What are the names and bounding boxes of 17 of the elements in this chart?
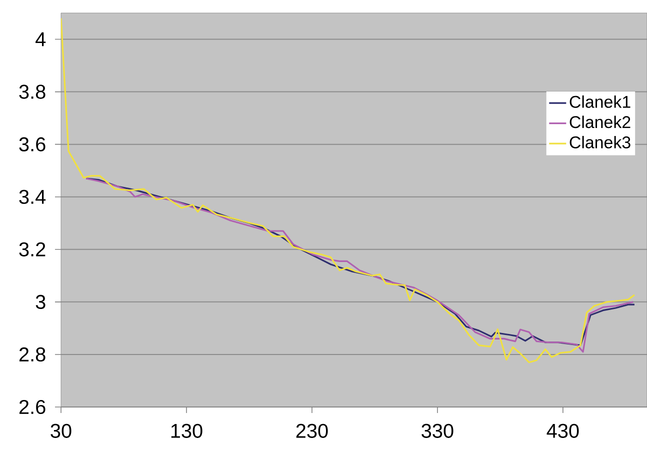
legend-label: Clanek3	[570, 136, 630, 148]
x-tick-label: 130	[171, 424, 202, 438]
y-tick-label: 3	[36, 294, 46, 309]
y-tick-label: 2.8	[19, 347, 46, 362]
y-tick-label: 3.4	[19, 190, 46, 204]
x-tick-label: 230	[296, 424, 328, 438]
y-tick-label: 2.6	[19, 400, 46, 414]
line-series	[61, 17, 636, 364]
x-tick-label: 430	[546, 424, 579, 438]
x-tick-label: 330	[422, 424, 454, 438]
x-tick-label: 30	[50, 424, 72, 438]
y-tick-label: 3.6	[19, 137, 46, 152]
legend-label: Clanek1	[570, 95, 630, 108]
y-tick-label: 3.2	[19, 242, 46, 256]
legend-label: Clanek2	[570, 116, 630, 128]
y-tick-label: 4	[36, 32, 46, 46]
y-tick-label: 3.8	[19, 84, 46, 99]
